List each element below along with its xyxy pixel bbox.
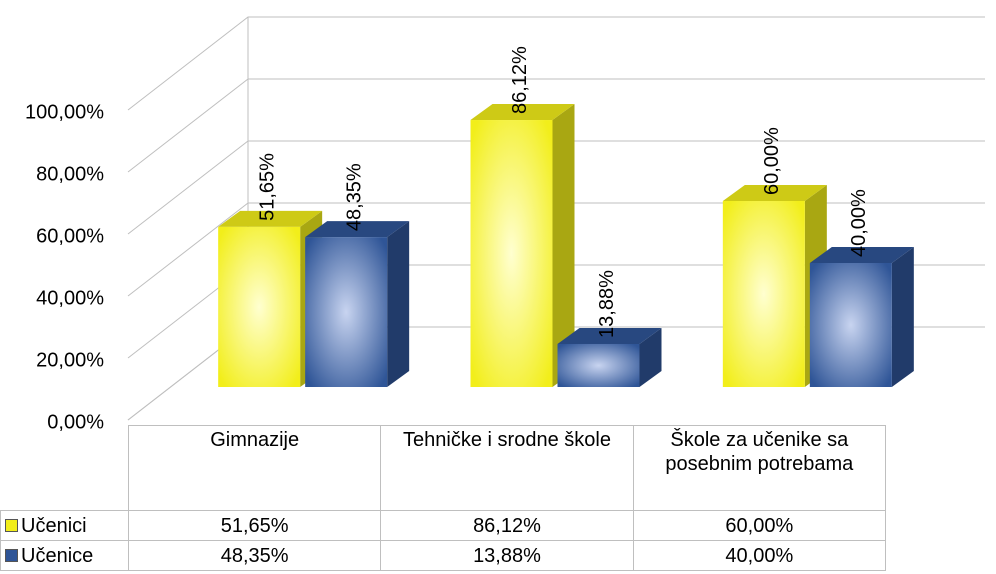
data-label: 48,35%	[343, 163, 365, 231]
legend-key	[5, 549, 18, 562]
category-label: Škole za učenike sa posebnim potrebama	[632, 425, 886, 511]
bar-side	[387, 221, 410, 387]
y-tick-label: 60,00%	[36, 225, 104, 247]
bar-side	[639, 327, 662, 387]
category-label: Tehničke i srodne škole	[380, 425, 634, 511]
bar-top	[470, 104, 575, 121]
legend-label: Učenici	[21, 514, 87, 537]
data-label: 86,12%	[509, 46, 531, 114]
bar	[557, 327, 662, 387]
data-label: 40,00%	[848, 189, 870, 257]
table-value: 40,00%	[632, 540, 886, 571]
category-label: Gimnazije	[128, 425, 382, 511]
legend-label: Učenice	[21, 544, 94, 567]
bar	[305, 221, 410, 387]
bar-front	[722, 201, 805, 387]
bar-side	[891, 247, 914, 387]
bar-top	[722, 185, 827, 201]
bar	[809, 247, 914, 387]
table-value: 60,00%	[632, 510, 886, 541]
legend-key	[5, 519, 18, 532]
y-tick-label: 0,00%	[47, 411, 104, 433]
y-tick-label: 20,00%	[36, 349, 104, 371]
bar	[470, 104, 575, 387]
bar-front	[305, 237, 388, 387]
legend-entry: Učenice	[0, 540, 129, 571]
data-label: 60,00%	[761, 127, 783, 195]
grid-line	[127, 16, 985, 111]
table-value: 48,35%	[128, 540, 382, 571]
grid-line	[127, 140, 985, 235]
bar-front	[470, 120, 553, 387]
bar-front	[218, 226, 301, 387]
data-label: 13,88%	[596, 270, 618, 338]
data-label: 51,65%	[256, 153, 278, 221]
bar-front	[557, 343, 640, 387]
bar-side	[552, 104, 575, 387]
bar-top	[218, 210, 323, 227]
bar	[722, 185, 827, 387]
bar-front	[809, 263, 892, 387]
table-value: 86,12%	[380, 510, 634, 541]
table-value: 13,88%	[380, 540, 634, 571]
y-tick-label: 40,00%	[36, 287, 104, 309]
table-value: 51,65%	[128, 510, 382, 541]
grid-line	[127, 78, 985, 173]
bar-top	[305, 221, 410, 238]
y-tick-label: 100,00%	[25, 101, 104, 123]
y-tick-label: 80,00%	[36, 163, 104, 185]
bar-top	[809, 247, 914, 263]
bar-top	[557, 327, 662, 344]
legend-entry: Učenici	[0, 510, 129, 541]
